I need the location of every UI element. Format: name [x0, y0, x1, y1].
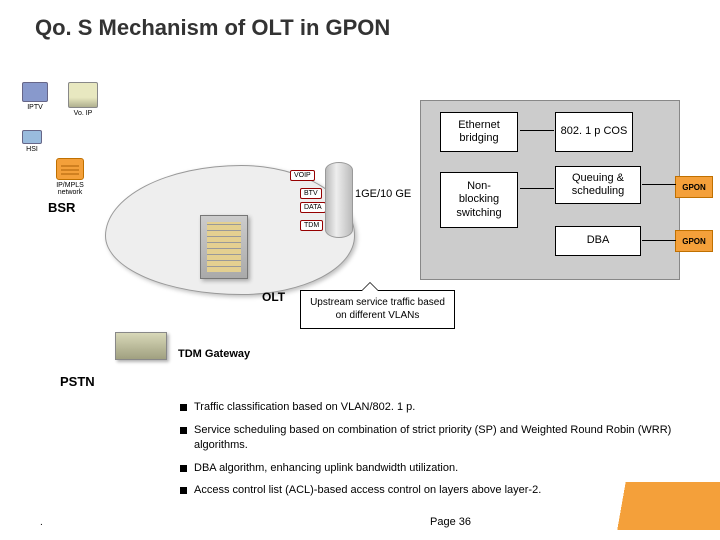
- page-number: Page 36: [430, 516, 471, 528]
- footer-dot: .: [40, 517, 43, 528]
- cell-dba: DBA: [555, 226, 641, 256]
- bullet-item: DBA algorithm, enhancing uplink bandwidt…: [180, 461, 685, 476]
- connector-line: [642, 184, 676, 185]
- tdm-gateway-label: TDM Gateway: [178, 348, 250, 360]
- traffic-btv-label: BTV: [300, 188, 322, 199]
- ge-label: 1GE/10 GE: [355, 188, 411, 200]
- ipmpls-icon: IP/MPLS network: [45, 158, 95, 196]
- page-title: Qo. S Mechanism of OLT in GPON: [35, 15, 390, 41]
- bsr-label: BSR: [48, 200, 75, 215]
- pstn-label: PSTN: [60, 374, 95, 389]
- iptv-icon: IPTV: [22, 82, 48, 111]
- tdm-gateway-icon: [115, 332, 167, 360]
- olt-rack-icon: [200, 215, 248, 279]
- connector-line: [520, 130, 554, 131]
- uplink-cylinder-icon: [325, 162, 353, 238]
- connector-line: [642, 240, 676, 241]
- cell-nonblocking: Non- blocking switching: [440, 172, 518, 228]
- bullet-item: Traffic classification based on VLAN/802…: [180, 400, 685, 415]
- connector-line: [520, 188, 554, 189]
- footer-accent-shape: [600, 482, 720, 530]
- callout-box: Upstream service traffic based on differ…: [300, 290, 455, 329]
- gpon-label-1: GPON: [675, 176, 713, 198]
- hsi-icon: HSI: [22, 130, 42, 153]
- cell-cos: 802. 1 p COS: [555, 112, 633, 152]
- cell-ethernet: Ethernet bridging: [440, 112, 518, 152]
- cell-queuing: Queuing & scheduling: [555, 166, 641, 204]
- traffic-tdm-label: TDM: [300, 220, 323, 231]
- olt-label: OLT: [262, 290, 285, 304]
- traffic-voip-label: VOIP: [290, 170, 315, 181]
- bullet-item: Service scheduling based on combination …: [180, 423, 685, 453]
- traffic-data-label: DATA: [300, 202, 326, 213]
- gpon-label-2: GPON: [675, 230, 713, 252]
- voip-icon: Vo. IP: [68, 82, 98, 117]
- diagram-area: IPTV Vo. IP HSI IP/MPLS network BSR VOIP…: [0, 70, 720, 360]
